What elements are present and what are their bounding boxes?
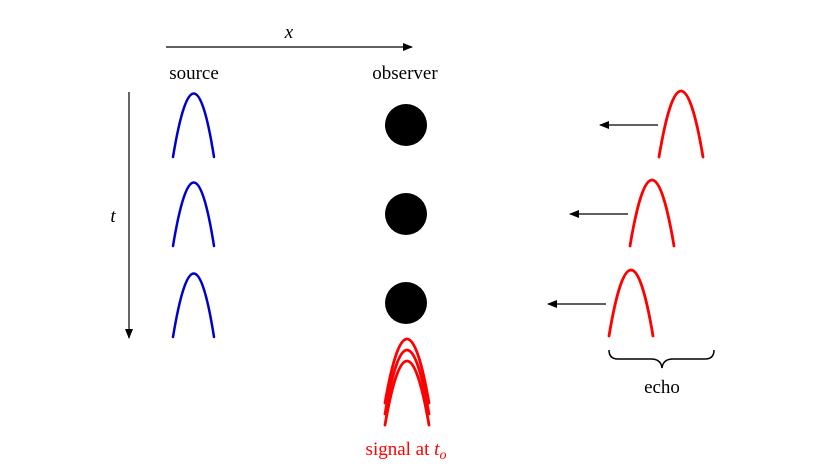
source-pulse — [171, 272, 216, 339]
echo-brace — [608, 349, 715, 369]
observer-dot — [385, 282, 427, 324]
observer-label: observer — [372, 63, 438, 84]
source-pulse — [171, 181, 216, 248]
echo-label: echo — [644, 377, 680, 398]
source-pulses — [171, 92, 216, 339]
echo-pulse — [607, 268, 655, 338]
observer-dot — [385, 104, 427, 146]
observer-dot — [385, 193, 427, 235]
echo-pulse — [628, 178, 676, 248]
signal-pulse — [383, 359, 431, 427]
signal-pulse — [383, 337, 431, 405]
x-axis-label: x — [284, 22, 294, 43]
echo-pulse — [657, 89, 705, 159]
source-pulse — [171, 92, 216, 159]
t-axis-label: t — [110, 206, 116, 227]
signal-pulses — [383, 337, 431, 427]
observer-dots — [385, 104, 427, 324]
signal-label: signal at to — [366, 439, 447, 463]
signal-pulse — [383, 348, 431, 416]
echo-pulses — [607, 89, 705, 338]
source-label: source — [169, 63, 219, 84]
